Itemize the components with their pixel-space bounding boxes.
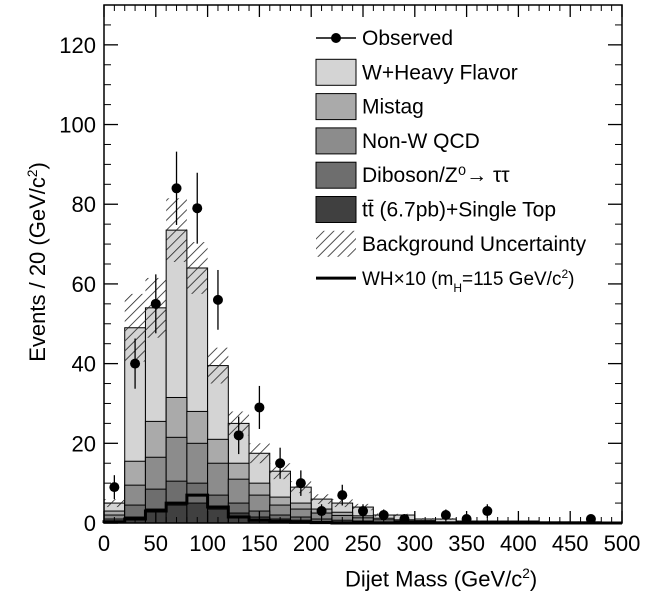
uncertainty-bin [186, 242, 208, 294]
legend-item-observed: Observed [316, 27, 453, 50]
x-tick-label: 250 [345, 531, 382, 556]
y-tick-label: 60 [72, 272, 96, 297]
observed-point [378, 510, 389, 521]
legend-item-qcd: Non-W QCD [315, 127, 480, 155]
legend-item-mistag: Mistag [315, 93, 424, 121]
legend-label: Background Uncertainty [362, 233, 587, 256]
observed-point [233, 430, 244, 441]
legend-item-unc: Background Uncertainty [316, 230, 587, 257]
observed-point [109, 482, 120, 493]
observed-point [295, 478, 306, 489]
x-tick-label: 450 [552, 531, 589, 556]
observed-point [337, 490, 348, 501]
legend-label: tt̄ (6.7pb)+Single Top [362, 199, 556, 222]
observed-point [212, 294, 223, 305]
y-axis-label: Events / 20 (GeV/c2) [24, 162, 51, 362]
observed-point [171, 183, 182, 194]
uncertainty-bin [311, 494, 332, 504]
observed-point [254, 402, 265, 413]
legend-swatch [315, 58, 357, 86]
x-tick-label: 200 [293, 531, 330, 556]
x-tick-label: 150 [241, 531, 278, 556]
legend-item-whf: W+Heavy Flavor [315, 58, 518, 86]
uncertainty-bin [104, 499, 125, 508]
x-tick-label: 350 [448, 531, 485, 556]
observed-point [316, 506, 327, 517]
x-tick-label: 50 [144, 531, 168, 556]
y-tick-label: 40 [72, 352, 96, 377]
legend-label: WH×10 (mH=115 GeV/c2) [362, 267, 574, 295]
y-tick-label: 80 [72, 192, 96, 217]
legend-swatch [315, 93, 357, 121]
uncertainty-bin [207, 347, 229, 384]
observed-point [150, 298, 161, 309]
x-axis-label: Dijet Mass (GeV/c2) [345, 566, 538, 592]
legend-label: Mistag [362, 96, 424, 119]
legend-item-signal: WH×10 (mH=115 GeV/c2) [316, 267, 574, 295]
observed-point [275, 458, 286, 469]
legend-observed-marker [331, 33, 341, 43]
legend-label: Non-W QCD [362, 130, 480, 153]
x-tick-label: 0 [98, 531, 110, 556]
x-tick-label: 100 [189, 531, 226, 556]
x-tick-label: 300 [396, 531, 433, 556]
legend-swatch [315, 196, 357, 223]
legend-item-top: tt̄ (6.7pb)+Single Top [315, 196, 556, 223]
axis-ticks: 0 50 100 150 200 250 300 350 400 450 500 0 20 40 60 80 1… [59, 4, 641, 556]
legend-label: W+Heavy Flavor [362, 61, 518, 84]
legend-label: Observed [362, 27, 453, 50]
uncertainty-bin [124, 293, 146, 362]
y-tick-label: 20 [72, 431, 96, 456]
legend-uncertainty-swatch [316, 230, 356, 257]
observed-point [130, 358, 141, 369]
y-tick-label: 120 [59, 33, 96, 58]
observed-point [482, 506, 493, 517]
legend-item-diboson: Diboson/Z⁰→ ττ [315, 161, 510, 189]
observed-point [192, 203, 203, 214]
y-tick-label: 0 [84, 511, 96, 536]
legend: Observed W+Heavy Flavor Mistag Non-W QCD Dib… [315, 27, 587, 295]
x-tick-label: 400 [500, 531, 537, 556]
uncertainty-bin [166, 198, 187, 263]
y-tick-label: 100 [59, 113, 96, 138]
observed-point [440, 510, 451, 521]
x-tick-label: 500 [604, 531, 641, 556]
legend-swatch [315, 161, 357, 189]
legend-label: Diboson/Z⁰→ ττ [362, 164, 510, 187]
uncertainty-bin [249, 443, 270, 464]
legend-swatch [315, 127, 357, 155]
